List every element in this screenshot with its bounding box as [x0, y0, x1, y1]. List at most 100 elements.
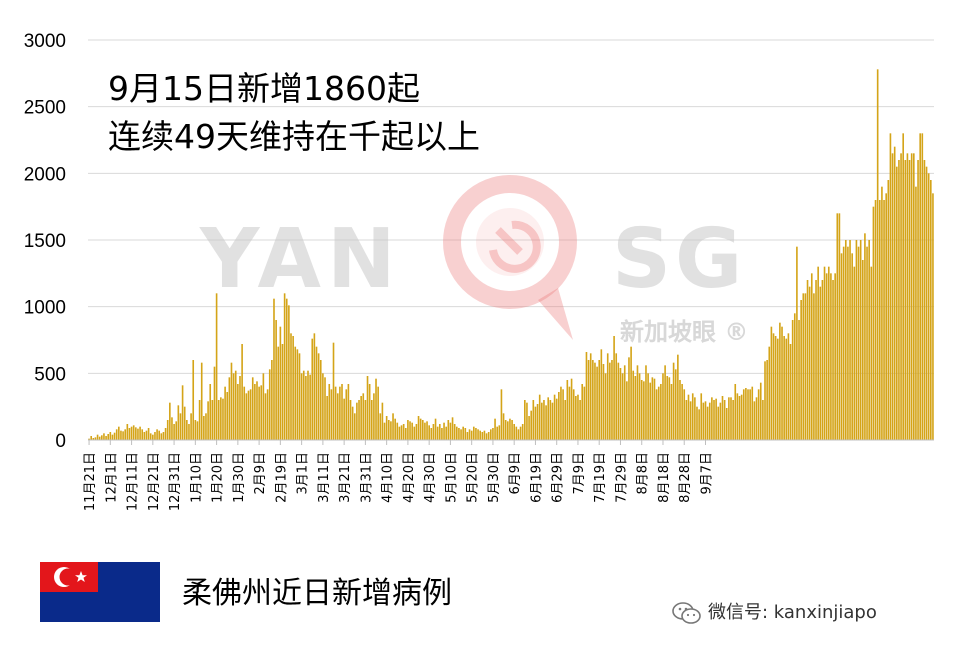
bar: [379, 413, 382, 440]
bar: [524, 400, 526, 440]
annotation-line-1: 9月15日新增1860起: [108, 69, 420, 108]
bar: [549, 400, 552, 440]
bar: [483, 430, 486, 440]
bar: [409, 421, 411, 440]
bar: [375, 378, 377, 440]
annotation-line-2: 连续49天维持在千起以上: [108, 117, 480, 156]
bar: [400, 425, 403, 440]
bar: [819, 286, 822, 440]
bar: [725, 408, 728, 440]
bar: [198, 400, 201, 440]
bar: [447, 420, 450, 440]
bar: [430, 428, 433, 440]
x-tick-label: 4月30日: [423, 452, 438, 503]
bar: [870, 266, 873, 440]
bar: [347, 384, 350, 440]
x-tick-label: 5月30日: [487, 452, 502, 503]
bar: [513, 424, 515, 440]
bar: [324, 377, 326, 440]
bar: [753, 401, 756, 440]
bar: [317, 353, 320, 440]
bar: [585, 352, 588, 440]
y-axis-ticks: 0 500 1000 1500 2000 2500 3000: [24, 31, 66, 452]
bar: [428, 425, 430, 440]
bar: [88, 438, 90, 440]
bar: [900, 153, 902, 440]
bar: [245, 393, 248, 440]
y-tick-label: 2000: [24, 164, 66, 185]
bar: [232, 373, 235, 440]
bar: [821, 280, 824, 440]
x-tick-label: 12月1日: [104, 452, 119, 503]
bar: [462, 426, 464, 440]
x-tick-label: 5月10日: [444, 452, 459, 503]
bar: [477, 429, 479, 440]
bar: [755, 397, 758, 440]
bar: [177, 405, 180, 440]
bar: [271, 360, 273, 440]
bar: [283, 293, 286, 440]
bar: [825, 273, 828, 440]
bar: [496, 426, 498, 440]
bar: [500, 389, 503, 440]
bar: [623, 365, 626, 440]
bar: [842, 246, 845, 440]
x-tick-label: 8月28日: [678, 452, 693, 503]
x-tick-label: 12月31日: [168, 452, 183, 511]
bar: [205, 413, 207, 440]
bar: [666, 376, 669, 440]
bar: [904, 160, 907, 440]
bar: [781, 326, 783, 440]
bar: [621, 373, 624, 440]
watermark-subtext: 新加坡眼 ®: [620, 318, 749, 346]
bar: [715, 398, 717, 440]
bar: [402, 424, 405, 440]
bar: [472, 426, 475, 440]
bar: [891, 153, 894, 440]
bar: [186, 420, 188, 440]
bar: [925, 166, 928, 441]
bar: [209, 384, 212, 440]
bar: [504, 420, 507, 440]
bar: [798, 320, 800, 440]
bar: [600, 349, 603, 440]
bar: [579, 400, 581, 440]
bar: [919, 133, 921, 440]
bar: [749, 389, 751, 440]
bar: [723, 400, 726, 440]
bar: [288, 305, 290, 440]
bar: [300, 373, 303, 440]
chart-caption: 柔佛州近日新增病例: [182, 576, 452, 611]
x-tick-label: 7月19日: [593, 452, 608, 503]
bar: [419, 418, 422, 440]
bar: [802, 293, 805, 440]
bar: [426, 421, 428, 440]
bar: [377, 386, 379, 440]
bar: [632, 370, 635, 440]
x-tick-label: 6月19日: [529, 452, 544, 503]
bar: [115, 429, 118, 440]
bar: [370, 400, 373, 440]
watermark-sg-text: SG: [612, 212, 747, 307]
bar: [230, 362, 233, 440]
bar: [532, 400, 535, 440]
bar: [485, 433, 488, 440]
bar: [927, 173, 930, 440]
bar: [628, 357, 630, 440]
bar: [609, 362, 611, 440]
bar: [564, 400, 567, 440]
bar: [390, 421, 392, 440]
bar: [360, 396, 362, 440]
watermark-yan-text: YAN: [200, 212, 402, 307]
bar: [859, 240, 862, 440]
bar: [285, 298, 288, 440]
x-tick-label: 3月21日: [338, 452, 353, 503]
bar: [351, 406, 354, 440]
bar: [222, 398, 224, 440]
bar: [130, 426, 133, 440]
bar: [147, 428, 150, 440]
bar: [793, 313, 796, 440]
bar: [149, 433, 152, 440]
bar: [930, 180, 932, 440]
bar: [878, 200, 881, 440]
